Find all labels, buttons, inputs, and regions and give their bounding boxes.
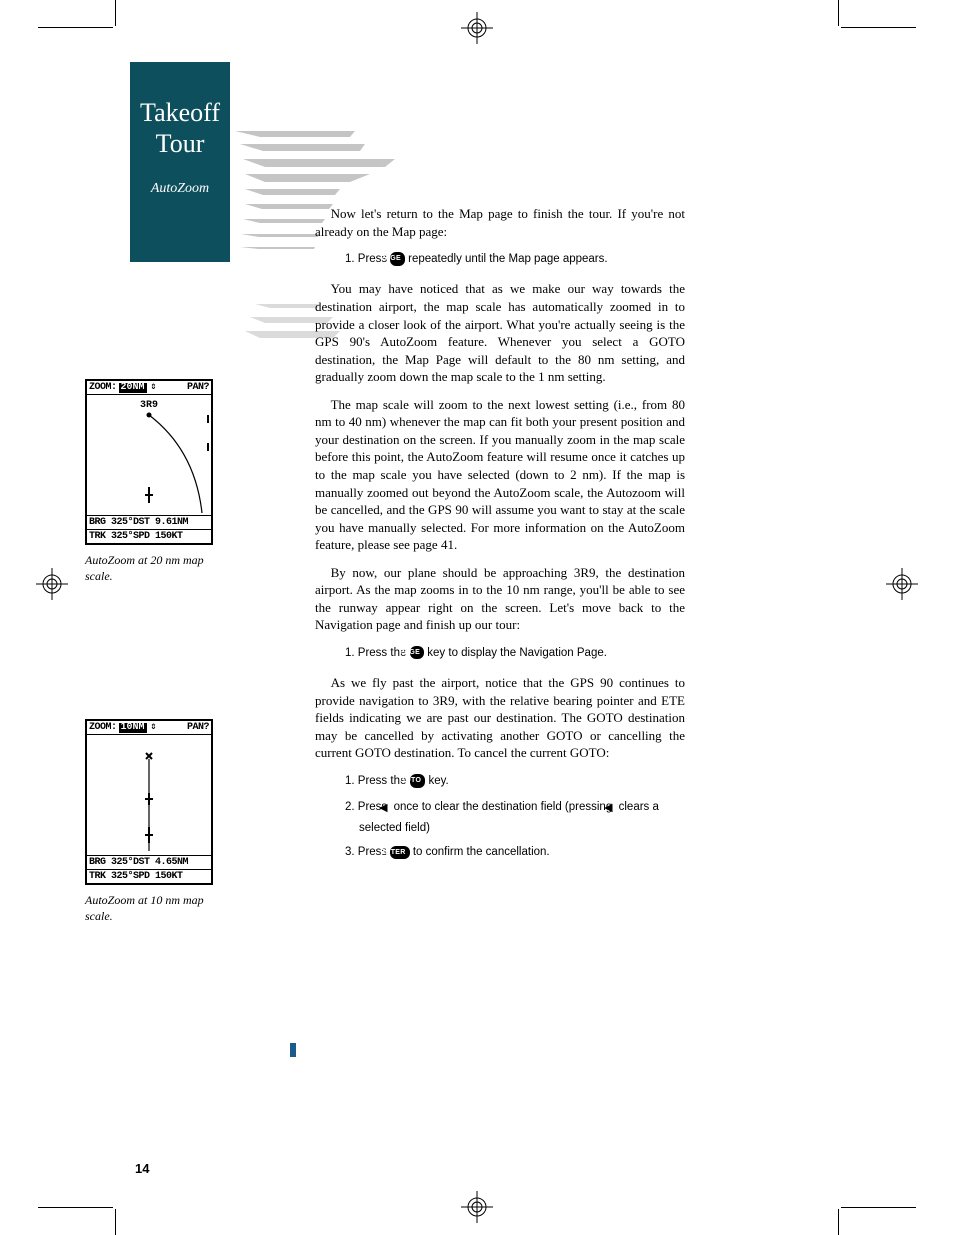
figure-autozoom-20nm: ZOOM: 20NM ⇕ PAN? 3R9 BRG 325°DST 9.61NM… xyxy=(85,379,217,584)
pan-label: PAN? xyxy=(185,383,211,393)
paragraph: Now let's return to the Map page to fini… xyxy=(315,205,685,240)
registration-mark-icon xyxy=(886,568,918,600)
chapter-title: Takeoff Tour xyxy=(130,97,230,159)
zoom-value: 20NM xyxy=(119,383,147,393)
crop-mark xyxy=(38,27,113,28)
page-number: 14 xyxy=(135,1161,149,1176)
trk-spd-line: TRK 325°SPD 150KT xyxy=(87,872,185,882)
lcd-screen: ZOOM: 20NM ⇕ PAN? 3R9 BRG 325°DST 9.61NM… xyxy=(85,379,213,545)
step-list: 1. Press PAGE repeatedly until the Map p… xyxy=(345,250,685,268)
page-content: Takeoff Tour AutoZoom ZOOM: 20NM ⇕ PAN? … xyxy=(115,27,839,1208)
paragraph: By now, our plane should be approaching … xyxy=(315,564,685,634)
paragraph: The map scale will zoom to the next lowe… xyxy=(315,396,685,554)
zoom-label: ZOOM: xyxy=(87,383,119,393)
step-list: 1. Press the PAGE key to display the Nav… xyxy=(345,644,685,662)
paragraph: As we fly past the airport, notice that … xyxy=(315,674,685,762)
figure-caption: AutoZoom at 20 nm map scale. xyxy=(85,553,217,584)
title-line2: Tour xyxy=(156,129,205,158)
page-key-icon: PAGE xyxy=(410,646,425,659)
brg-dst-line: BRG 325°DST 4.65NM xyxy=(87,858,190,868)
chapter-header: Takeoff Tour AutoZoom xyxy=(130,62,230,262)
step-item: 2. Press ◄ once to clear the destination… xyxy=(345,796,685,837)
step-item: 1. Press PAGE repeatedly until the Map p… xyxy=(345,250,685,268)
body-text-column: Now let's return to the Map page to fini… xyxy=(315,205,685,874)
margin-marker xyxy=(290,1043,296,1057)
pan-label: PAN? xyxy=(185,723,211,733)
step-item: 1. Press the PAGE key to display the Nav… xyxy=(345,644,685,662)
waypoint-label: 3R9 xyxy=(140,400,158,411)
zoom-value: 10NM xyxy=(119,723,147,733)
paragraph: You may have noticed that as we make our… xyxy=(315,280,685,385)
registration-mark-icon xyxy=(36,568,68,600)
title-line1: Takeoff xyxy=(140,98,220,127)
crop-mark xyxy=(841,1207,916,1208)
goto-key-icon: GOTO xyxy=(410,774,426,787)
trk-spd-line: TRK 325°SPD 150KT xyxy=(87,532,185,542)
crop-mark xyxy=(838,1209,839,1235)
brg-dst-line: BRG 325°DST 9.61NM xyxy=(87,518,190,528)
figure-caption: AutoZoom at 10 nm map scale. xyxy=(85,893,217,924)
crop-mark xyxy=(115,0,116,26)
page-key-icon: PAGE xyxy=(390,252,405,265)
enter-key-icon: ENTER xyxy=(390,846,409,859)
step-item: 1. Press the GOTO key. xyxy=(345,772,685,790)
chapter-subtitle: AutoZoom xyxy=(130,181,230,197)
crop-mark xyxy=(838,0,839,26)
lcd-screen: ZOOM: 10NM ⇕ PAN? BRG 325°DST 4.65NM TRK… xyxy=(85,719,213,885)
crop-mark xyxy=(841,27,916,28)
figure-autozoom-10nm: ZOOM: 10NM ⇕ PAN? BRG 325°DST 4.65NM TRK… xyxy=(85,719,217,924)
lcd-map-area: 3R9 xyxy=(87,395,211,515)
step-item: 3. Press ENTER to confirm the cancellati… xyxy=(345,843,685,861)
zoom-label: ZOOM: xyxy=(87,723,119,733)
crop-mark xyxy=(38,1207,113,1208)
crop-mark xyxy=(115,1209,116,1235)
lcd-map-area xyxy=(87,735,211,855)
step-list: 1. Press the GOTO key. 2. Press ◄ once t… xyxy=(345,772,685,862)
